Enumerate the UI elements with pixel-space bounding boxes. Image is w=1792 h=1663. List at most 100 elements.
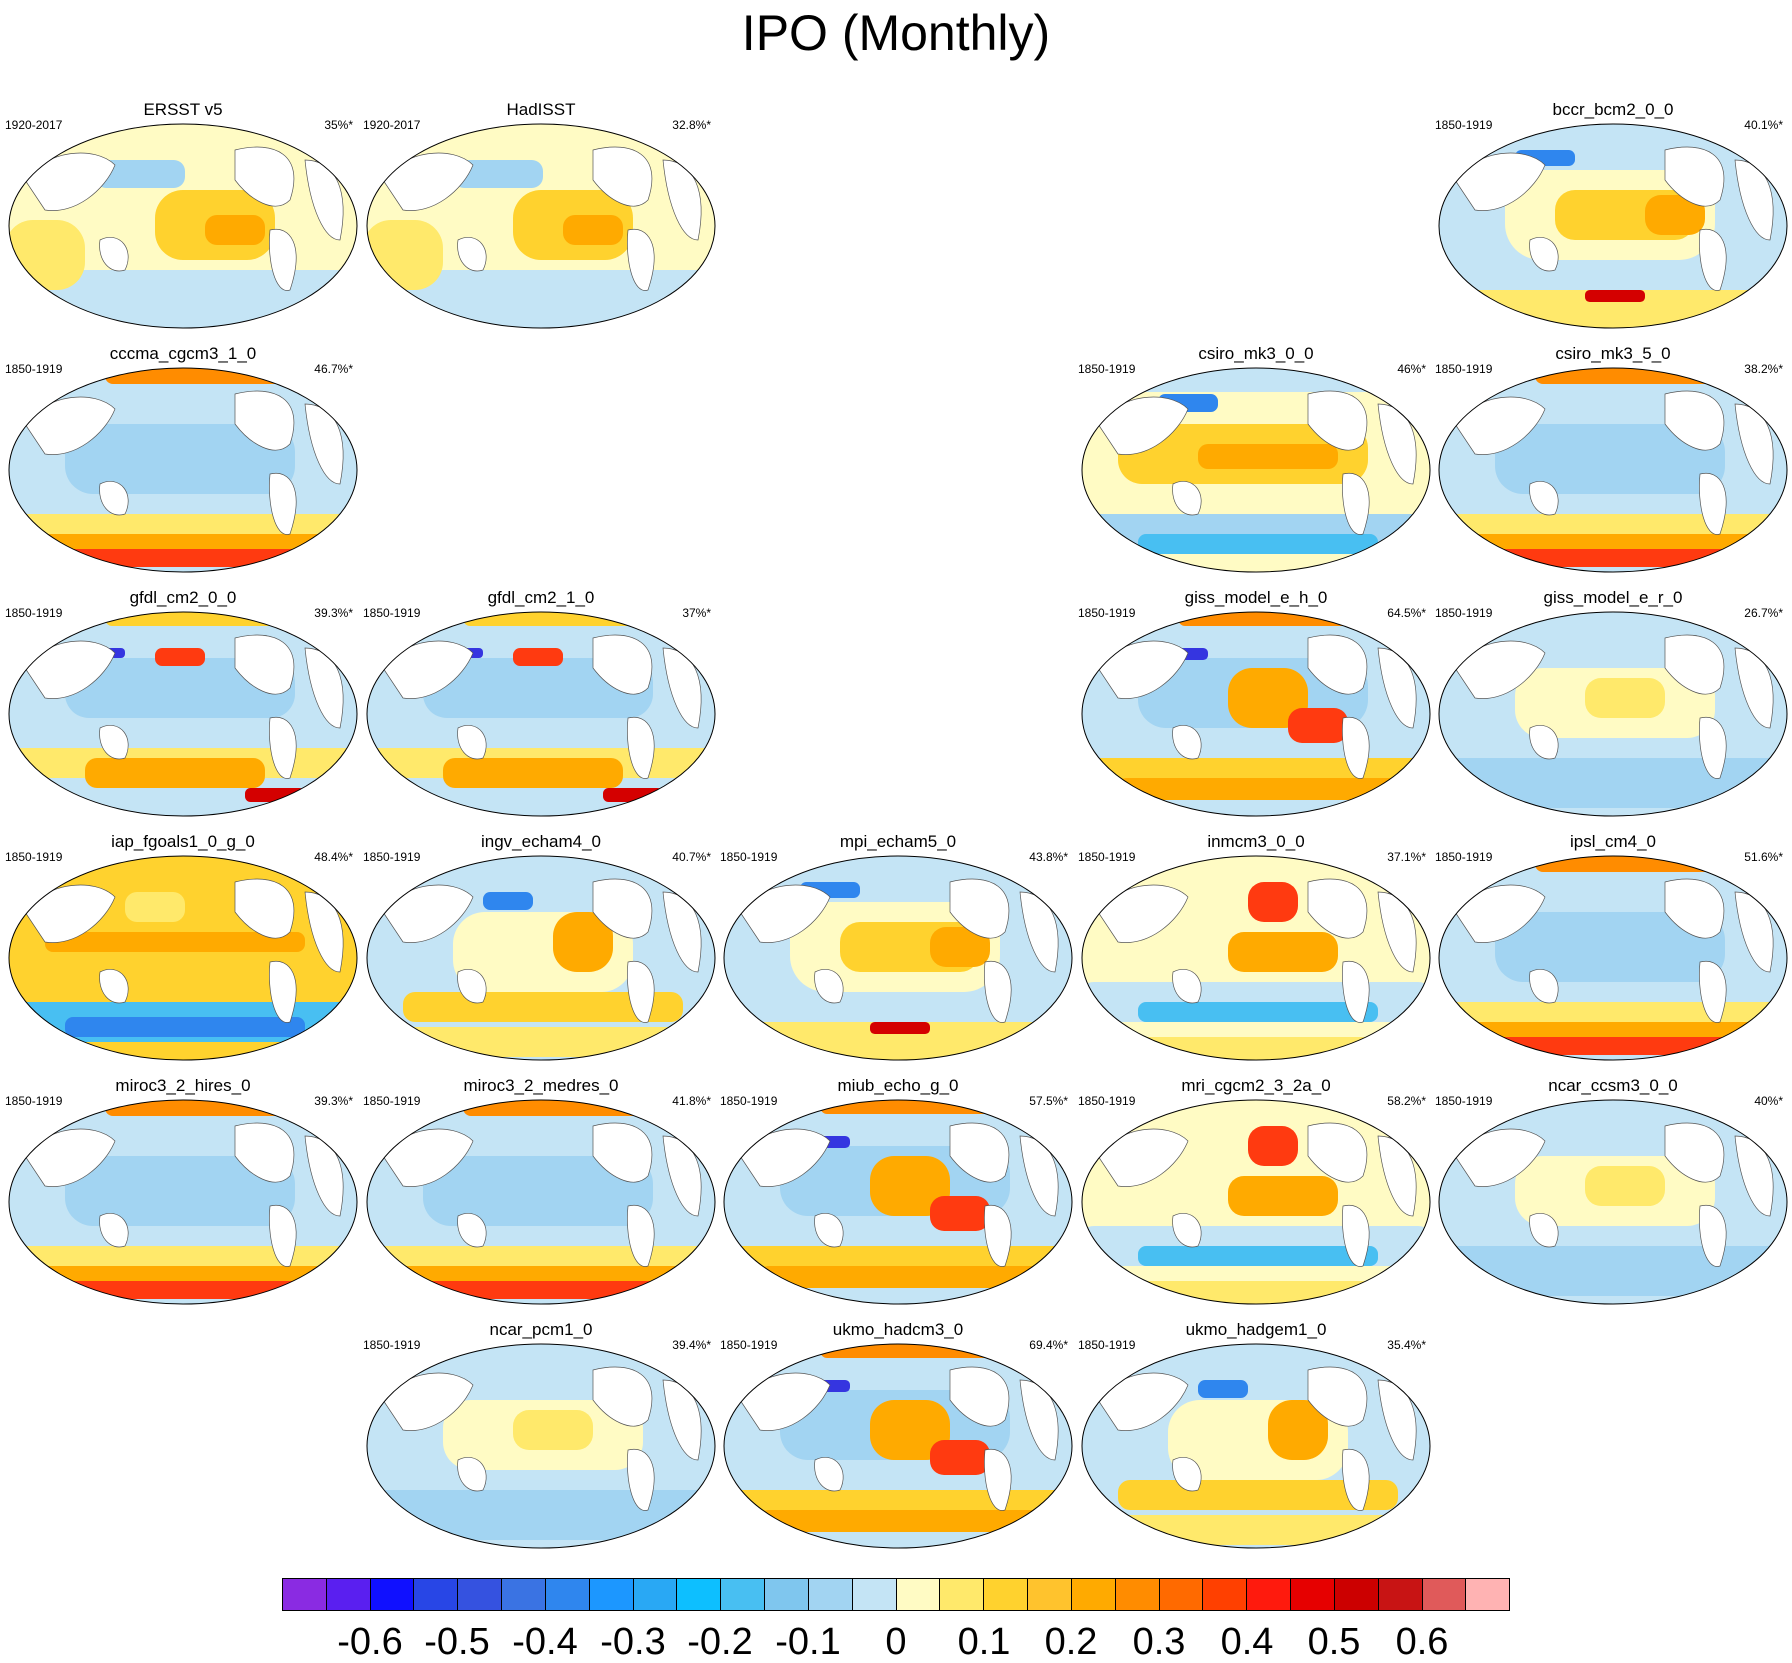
global-map [1438, 855, 1788, 1061]
map-panel: inmcm3_0_0 1850-1919 37.1%* [1078, 832, 1434, 1064]
colorbar-swatch [677, 1579, 722, 1610]
global-map [1438, 367, 1788, 573]
map-panel: mri_cgcm2_3_2a_0 1850-1919 58.2%* [1078, 1076, 1434, 1308]
panel-period: 1850-1919 [1435, 118, 1493, 132]
panel-period: 1850-1919 [5, 606, 63, 620]
panel-title: ncar_ccsm3_0_0 [1548, 1076, 1678, 1095]
map-panel: ERSST v5 1920-2017 35%* [5, 100, 361, 332]
panel-period: 1850-1919 [1078, 362, 1136, 376]
figure-title: IPO (Monthly) [741, 5, 1051, 61]
global-map [723, 1099, 1073, 1305]
global-map [366, 1343, 716, 1549]
global-map [8, 123, 358, 329]
panel-percent-variance: 51.6%* [1744, 850, 1783, 864]
colorbar-swatch [1247, 1579, 1292, 1610]
panel-percent-variance: 35%* [324, 118, 353, 132]
global-map [1438, 123, 1788, 329]
map-panel: miroc3_2_medres_0 1850-1919 41.8%* [363, 1076, 719, 1308]
map-panel: HadISST 1920-2017 32.8%* [363, 100, 719, 332]
panel-title: miroc3_2_medres_0 [463, 1076, 619, 1095]
global-map [8, 367, 358, 573]
map-panel: csiro_mk3_5_0 1850-1919 38.2%* [1435, 344, 1791, 576]
panel-percent-variance: 38.2%* [1744, 362, 1783, 376]
map-panel: miub_echo_g_0 1850-1919 57.5%* [720, 1076, 1076, 1308]
panel-percent-variance: 64.5%* [1387, 606, 1426, 620]
map-panel: iap_fgoals1_0_g_0 1850-1919 48.4%* [5, 832, 361, 1064]
panel-percent-variance: 48.4%* [314, 850, 353, 864]
colorbar-swatch [852, 1579, 897, 1610]
panel-period: 1850-1919 [1435, 850, 1493, 864]
colorbar-tick-label: 0.1 [957, 1621, 1011, 1663]
panel-period: 1850-1919 [1435, 1094, 1493, 1108]
colorbar-swatch [283, 1579, 327, 1610]
colorbar-tick-label: -0.4 [512, 1621, 578, 1663]
global-map [366, 611, 716, 817]
map-panel: gfdl_cm2_1_0 1850-1919 37%* [363, 588, 719, 820]
global-map [1081, 1343, 1431, 1549]
panel-title: ukmo_hadgem1_0 [1185, 1320, 1327, 1339]
panel-period: 1850-1919 [1078, 1338, 1136, 1352]
panel-title: miroc3_2_hires_0 [115, 1076, 251, 1095]
colorbar-tick-label: 0.5 [1307, 1621, 1361, 1663]
colorbar-swatch [1422, 1579, 1467, 1610]
colorbar-swatch [1071, 1579, 1116, 1610]
panel-percent-variance: 37%* [682, 606, 711, 620]
map-panel: ncar_pcm1_0 1850-1919 39.4%* [363, 1320, 719, 1552]
colorbar-tick-label: 0.6 [1395, 1621, 1449, 1663]
colorbar-swatch [1466, 1579, 1510, 1610]
panel-title: cccma_cgcm3_1_0 [109, 344, 257, 363]
panel-period: 1920-2017 [5, 118, 63, 132]
colorbar-tick-label: -0.3 [600, 1621, 666, 1663]
panel-period: 1850-1919 [363, 1094, 421, 1108]
panel-percent-variance: 39.4%* [672, 1338, 711, 1352]
panel-period: 1850-1919 [5, 850, 63, 864]
panel-title: iap_fgoals1_0_g_0 [111, 832, 255, 851]
colorbar-swatch [765, 1579, 809, 1610]
map-panel: ukmo_hadgem1_0 1850-1919 35.4%* [1078, 1320, 1434, 1552]
panel-period: 1850-1919 [5, 1094, 63, 1108]
map-panel: gfdl_cm2_0_0 1850-1919 39.3%* [5, 588, 361, 820]
colorbar-swatch [1028, 1579, 1072, 1610]
panel-title: mpi_echam5_0 [839, 832, 957, 851]
colorbar-tick-label: 0.2 [1044, 1621, 1098, 1663]
panel-period: 1850-1919 [363, 850, 421, 864]
global-map [1081, 367, 1431, 573]
panel-period: 1850-1919 [363, 1338, 421, 1352]
colorbar-swatch [1334, 1579, 1379, 1610]
panel-period: 1850-1919 [363, 606, 421, 620]
global-map [1438, 611, 1788, 817]
global-map [723, 855, 1073, 1061]
panel-period: 1850-1919 [1078, 606, 1136, 620]
panel-period: 1850-1919 [1078, 1094, 1136, 1108]
panel-title: gfdl_cm2_0_0 [129, 588, 237, 607]
panel-percent-variance: 40%* [1754, 1094, 1783, 1108]
global-map [366, 123, 716, 329]
panel-percent-variance: 39.3%* [314, 1094, 353, 1108]
colorbar-tick-label: -0.5 [424, 1621, 490, 1663]
global-map [366, 1099, 716, 1305]
colorbar-swatch [370, 1579, 415, 1610]
panel-title: ncar_pcm1_0 [489, 1320, 593, 1339]
panel-title: csiro_mk3_5_0 [1555, 344, 1671, 363]
panel-percent-variance: 40.1%* [1744, 118, 1783, 132]
panel-percent-variance: 58.2%* [1387, 1094, 1426, 1108]
global-map [8, 1099, 358, 1305]
colorbar-swatch [808, 1579, 853, 1610]
global-map [8, 855, 358, 1061]
colorbar-swatch [414, 1579, 459, 1610]
map-panel: mpi_echam5_0 1850-1919 43.8%* [720, 832, 1076, 1064]
panel-title: mri_cgcm2_3_2a_0 [1181, 1076, 1331, 1095]
panel-title: giss_model_e_h_0 [1184, 588, 1328, 607]
colorbar-tick-label: 0.3 [1132, 1621, 1186, 1663]
panel-title: inmcm3_0_0 [1207, 832, 1305, 851]
map-panel: csiro_mk3_0_0 1850-1919 46%* [1078, 344, 1434, 576]
panel-period: 1920-2017 [363, 118, 421, 132]
panel-percent-variance: 40.7%* [672, 850, 711, 864]
panel-title: miub_echo_g_0 [837, 1076, 959, 1095]
colorbar-tick-label: -0.1 [775, 1621, 841, 1663]
map-panel: cccma_cgcm3_1_0 1850-1919 46.7%* [5, 344, 361, 576]
map-panel: ingv_echam4_0 1850-1919 40.7%* [363, 832, 719, 1064]
colorbar-swatch [940, 1579, 985, 1610]
map-panel: ukmo_hadcm3_0 1850-1919 69.4%* [720, 1320, 1076, 1552]
global-map [366, 855, 716, 1061]
